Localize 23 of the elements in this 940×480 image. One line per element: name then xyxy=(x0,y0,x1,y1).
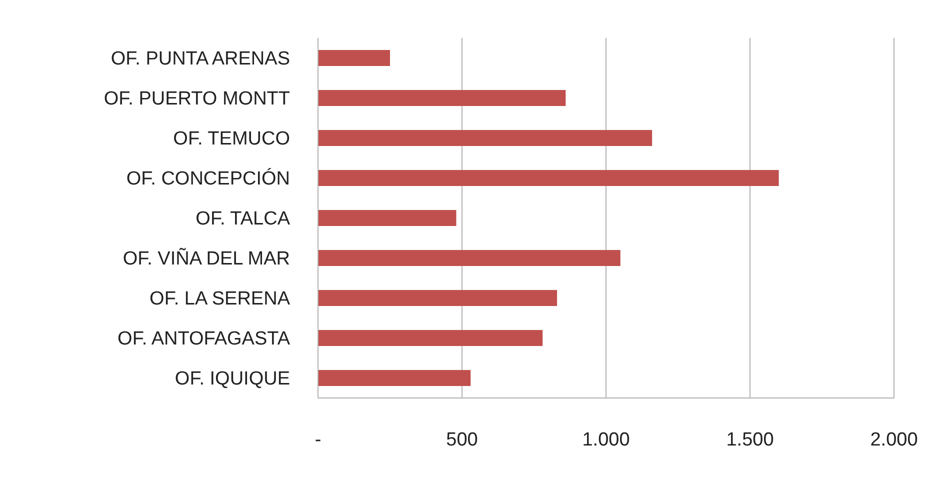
y-tick-label: OF. VIÑA DEL MAR xyxy=(122,248,290,270)
y-tick-label: OF. PUNTA ARENAS xyxy=(110,48,290,70)
bar xyxy=(318,210,456,226)
y-tick-label: OF. TEMUCO xyxy=(173,128,290,150)
x-tick-label: 2.000 xyxy=(870,429,918,450)
bar xyxy=(318,90,566,106)
bar xyxy=(318,370,471,386)
y-tick-label: OF. LA SERENA xyxy=(150,288,290,310)
bar xyxy=(318,250,620,266)
bar xyxy=(318,130,652,146)
y-tick-label: OF. CONCEPCIÓN xyxy=(126,168,290,190)
x-tick-label: 1.500 xyxy=(726,429,774,450)
x-tick-label: 1.000 xyxy=(582,429,630,450)
bar xyxy=(318,50,390,66)
y-tick-label: OF. IQUIQUE xyxy=(174,368,290,390)
x-tick-label: 500 xyxy=(446,429,478,450)
y-tick-label: OF. PUERTO MONTT xyxy=(104,88,290,110)
y-tick-label: OF. TALCA xyxy=(196,208,290,230)
y-tick-label: OF. ANTOFAGASTA xyxy=(118,328,290,350)
bar xyxy=(318,290,558,306)
bar xyxy=(318,330,543,346)
x-tick-label: - xyxy=(314,429,322,450)
bar xyxy=(318,170,779,186)
